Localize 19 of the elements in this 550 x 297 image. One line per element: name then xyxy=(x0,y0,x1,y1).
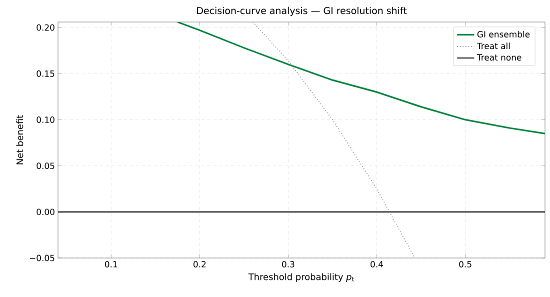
chart-title: Decision-curve analysis — GI resolution shift xyxy=(197,6,407,16)
y-tick-label: 0.10 xyxy=(36,116,54,123)
x-tick-label: 0.1 xyxy=(104,261,118,268)
y-tick-label: 0.20 xyxy=(36,24,54,31)
x-tick-label: 0.5 xyxy=(459,261,472,268)
y-axis-title: Net benefit xyxy=(16,115,24,164)
y-tick-label: 0.15 xyxy=(36,70,54,77)
legend-label: Treat none xyxy=(476,54,522,61)
y-tick-label: 0.05 xyxy=(36,162,54,170)
x-tick-label: 0.2 xyxy=(194,261,206,268)
y-tick-label: −0.05 xyxy=(30,254,54,262)
legend-label: GI ensemble xyxy=(477,30,530,38)
x-tick-label: 0.3 xyxy=(282,261,294,268)
x-tick-label: 0.4 xyxy=(370,261,384,268)
line-series xyxy=(252,22,416,258)
y-tick-label: 0.00 xyxy=(36,208,54,216)
x-axis-title: Threshold probability p$_{t}$ xyxy=(248,273,354,282)
legend-label: Treat all xyxy=(476,42,510,50)
line-series xyxy=(176,22,546,134)
